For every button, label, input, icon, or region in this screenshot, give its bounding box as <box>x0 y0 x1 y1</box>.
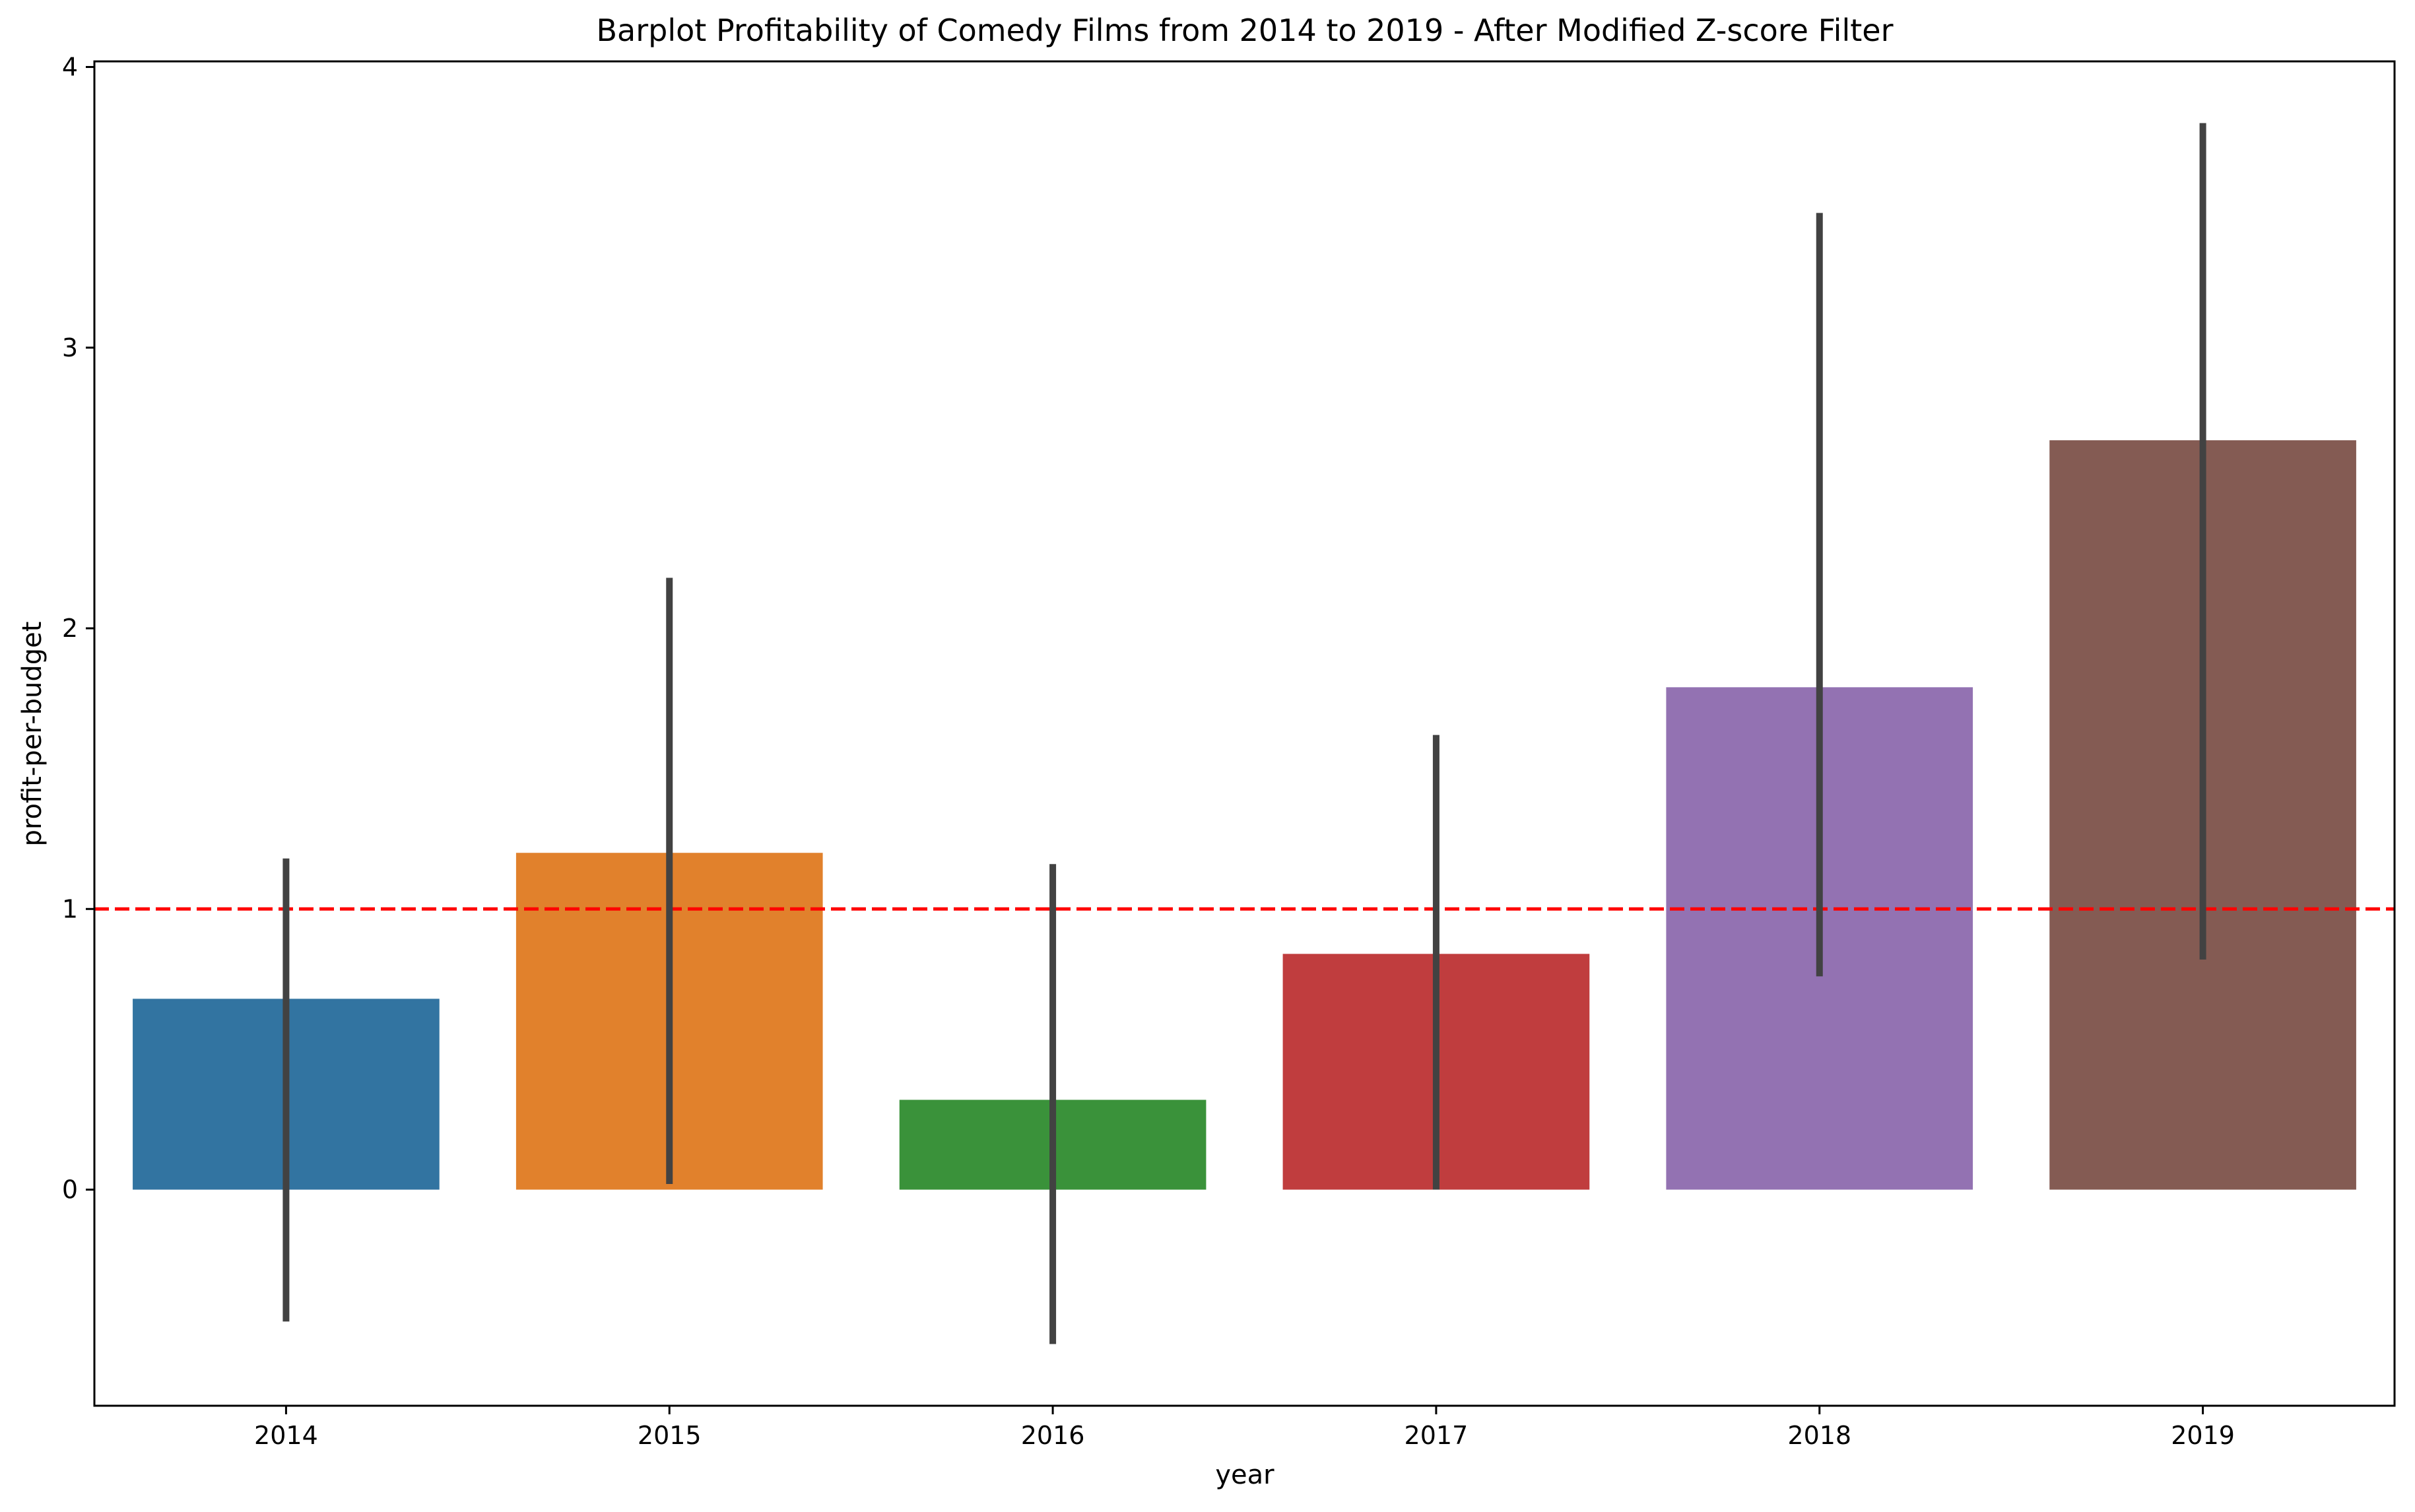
y-axis-label: profit-per-budget <box>17 622 48 847</box>
plot-frame <box>93 60 2396 1407</box>
y-tick-label-4: 4 <box>62 53 78 82</box>
y-tick-label-1: 1 <box>62 894 78 923</box>
y-tick-label-2: 2 <box>62 614 78 643</box>
y-tick-label-0: 0 <box>62 1175 78 1204</box>
plot-area: 2014 2015 2016 2017 2018 2019 0 1 2 3 4 <box>62 53 2395 1450</box>
y-tick-label-3: 3 <box>62 333 78 362</box>
x-axis-label: year <box>1215 1460 1274 1490</box>
x-tick-label-2015: 2015 <box>638 1421 702 1450</box>
x-tick-label-2017: 2017 <box>1405 1421 1469 1450</box>
x-tick-label-2018: 2018 <box>1787 1421 1851 1450</box>
x-tick-label-2016: 2016 <box>1021 1421 1085 1450</box>
x-tick-label-2014: 2014 <box>254 1421 318 1450</box>
x-tick-label-2019: 2019 <box>2171 1421 2235 1450</box>
chart-title: Barplot Profitability of Comedy Films fr… <box>597 13 1894 48</box>
